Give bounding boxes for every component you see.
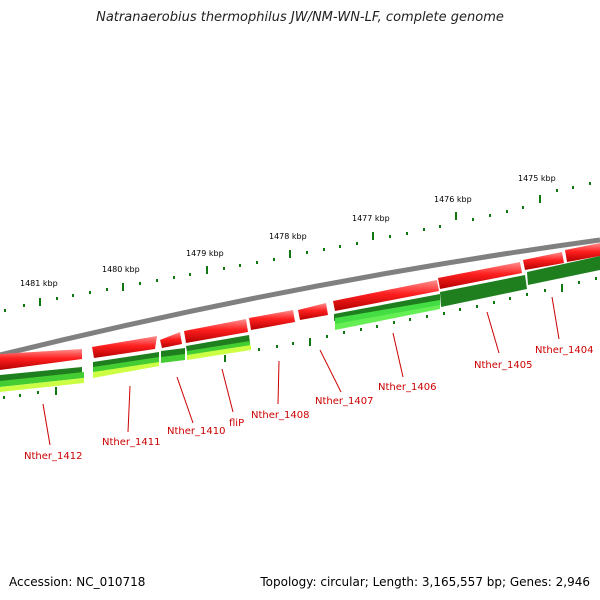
- feature-1410-light: [161, 354, 185, 363]
- cds-flip: [184, 319, 248, 343]
- cds-nther-1406: [333, 280, 439, 311]
- feature-flip-yellow: [187, 345, 251, 360]
- feature-1404-dark: [527, 256, 600, 285]
- feature-1411-dark: [93, 352, 159, 368]
- ruler-label-1476: 1476 kbp: [434, 195, 472, 204]
- ruler-label-1475: 1475 kbp: [518, 174, 556, 183]
- cds-nther-1403: [565, 243, 600, 262]
- gene-leader-lines: [42, 296, 560, 446]
- cds-nther-1412: [0, 349, 82, 370]
- gene-label-nther-1410: Nther_1410: [167, 426, 225, 437]
- ruler-labels: 1481 kbp 1480 kbp 1479 kbp 1478 kbp 1477…: [20, 174, 556, 288]
- ruler-label-1478: 1478 kbp: [269, 232, 307, 241]
- feature-1411-light: [93, 357, 159, 373]
- ruler-label-1481: 1481 kbp: [20, 279, 58, 288]
- ruler-label-1480: 1480 kbp: [102, 265, 140, 274]
- gene-label-flip: fliP: [229, 418, 244, 429]
- feature-1411-yellow: [93, 362, 159, 378]
- ruler-label-1479: 1479 kbp: [186, 249, 224, 258]
- accession-text: Accession: NC_010718: [9, 575, 146, 589]
- feature-flip-dark: [186, 335, 250, 352]
- cds-nther-1407: [298, 303, 328, 320]
- cds-track: [0, 243, 600, 370]
- feature-1406-yellow: [335, 305, 440, 330]
- feature-track: [0, 256, 600, 392]
- cds-nther-1410: [160, 332, 182, 348]
- gene-label-nther-1406: Nther_1406: [378, 382, 436, 393]
- ruler-label-1477: 1477 kbp: [352, 214, 390, 223]
- gene-label-nther-1411: Nther_1411: [102, 437, 160, 448]
- gene-label-nther-1408: Nther_1408: [251, 410, 309, 421]
- inner-ruler-ticks: [3, 277, 597, 399]
- outer-ruler-ticks: [4, 182, 591, 312]
- feature-1405-dark: [440, 275, 527, 307]
- cds-nther-1411: [92, 336, 157, 358]
- gene-label-nther-1412: Nther_1412: [24, 451, 82, 462]
- gene-label-nther-1405: Nther_1405: [474, 360, 532, 371]
- map-title: Natranaerobius thermophilus JW/NM-WN-LF,…: [96, 10, 504, 25]
- cds-nther-1404: [523, 252, 564, 270]
- genome-summary-text: Topology: circular; Length: 3,165,557 bp…: [260, 575, 590, 589]
- feature-1412-light: [0, 372, 84, 387]
- cds-nther-1408: [249, 310, 295, 330]
- gene-label-nther-1404: Nther_1404: [535, 345, 593, 356]
- genome-backbone: [0, 237, 600, 358]
- feature-1412-yellow: [0, 378, 84, 392]
- gene-labels: Nther_1412 Nther_1411 Nther_1410 fliP Nt…: [24, 345, 593, 462]
- cds-nther-1405: [438, 262, 522, 289]
- gene-label-nther-1407: Nther_1407: [315, 396, 373, 407]
